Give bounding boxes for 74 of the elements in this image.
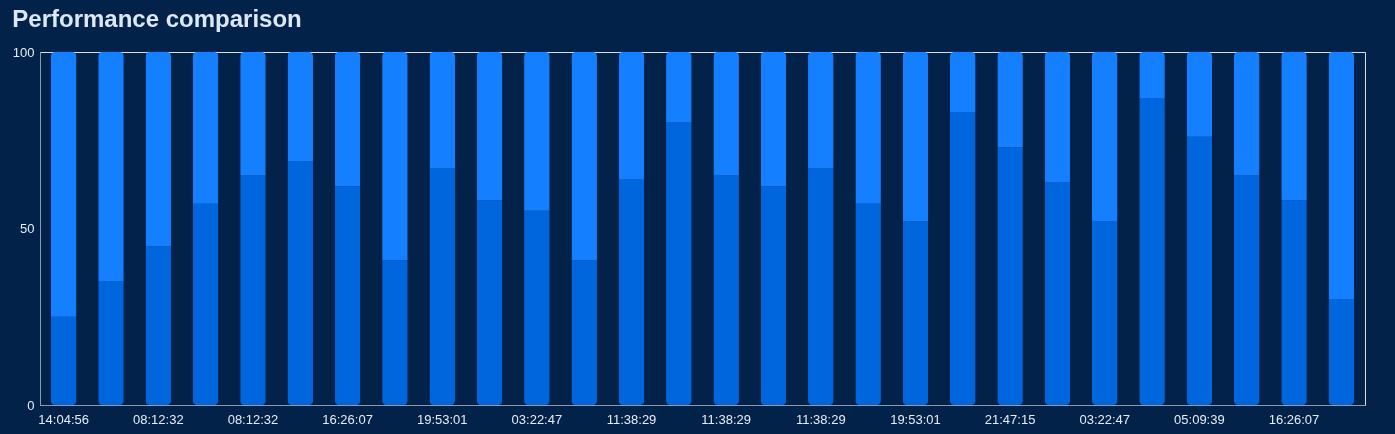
bar (760, 186, 787, 405)
bar (334, 186, 361, 405)
bar (50, 316, 77, 405)
x-tick-label: 11:38:29 (606, 411, 657, 427)
bar (429, 52, 456, 169)
y-tick-label: 0 (27, 397, 35, 413)
x-tick-label: 16:26:07 (322, 411, 373, 427)
bar (1281, 52, 1307, 201)
bar (1328, 52, 1355, 300)
x-tick-label: 19:53:01 (890, 411, 941, 427)
bar (902, 52, 929, 222)
bar (240, 52, 266, 176)
bar (287, 161, 314, 405)
bar (145, 246, 172, 405)
x-tick-label: 03:22:47 (511, 411, 563, 427)
bar (855, 203, 881, 405)
bar (524, 210, 550, 405)
bar (1186, 136, 1213, 405)
bar (476, 52, 503, 201)
bar (949, 112, 976, 405)
bar (713, 52, 739, 176)
bar (666, 122, 692, 405)
x-tick-label: 14:04:56 (38, 411, 89, 427)
bar (997, 52, 1023, 148)
bar (1091, 52, 1118, 222)
bar (1328, 299, 1355, 405)
x-tick-label: 11:38:29 (701, 411, 751, 427)
bar (1044, 52, 1071, 183)
bar (1186, 52, 1213, 137)
x-tick-label: 03:22:47 (1079, 411, 1131, 427)
bar (618, 179, 645, 405)
bar (571, 52, 597, 261)
bar (997, 147, 1023, 405)
bar (808, 168, 834, 405)
bar (429, 168, 456, 405)
bar (855, 52, 881, 204)
x-tick-label: 11:38:29 (795, 411, 846, 427)
bar (192, 52, 219, 204)
bar (949, 52, 976, 113)
bar (618, 52, 645, 180)
bar (1139, 52, 1165, 98)
bar (98, 52, 124, 282)
x-tick-label: 19:53:01 (416, 411, 468, 427)
bar (382, 52, 408, 261)
y-tick-label: 50 (20, 221, 35, 236)
bar (1044, 182, 1071, 405)
bar (287, 52, 314, 162)
y-tick-label: 100 (12, 44, 35, 60)
bar (571, 260, 597, 405)
x-tick-label: 16:26:07 (1268, 411, 1320, 427)
bar (1233, 52, 1260, 176)
bar (1091, 221, 1118, 405)
bar (50, 52, 77, 317)
bar (760, 52, 787, 187)
bar (145, 52, 172, 247)
x-tick-label: 08:12:32 (133, 411, 184, 427)
bar (98, 281, 124, 405)
bar (382, 260, 408, 405)
bar (334, 52, 361, 187)
chart-title: Performance comparison (12, 5, 302, 32)
bar (524, 52, 550, 211)
bar (902, 221, 929, 405)
bar (1281, 200, 1307, 405)
bar (192, 203, 219, 405)
bar (713, 175, 739, 405)
bar (1139, 97, 1165, 405)
bar (1233, 175, 1260, 405)
x-tick-label: 21:47:15 (984, 411, 1036, 427)
bar (666, 52, 692, 123)
bar (240, 175, 266, 405)
bar (808, 52, 834, 169)
x-tick-label: 05:09:39 (1174, 411, 1225, 427)
bar (476, 200, 503, 405)
x-tick-label: 08:12:32 (227, 411, 279, 427)
